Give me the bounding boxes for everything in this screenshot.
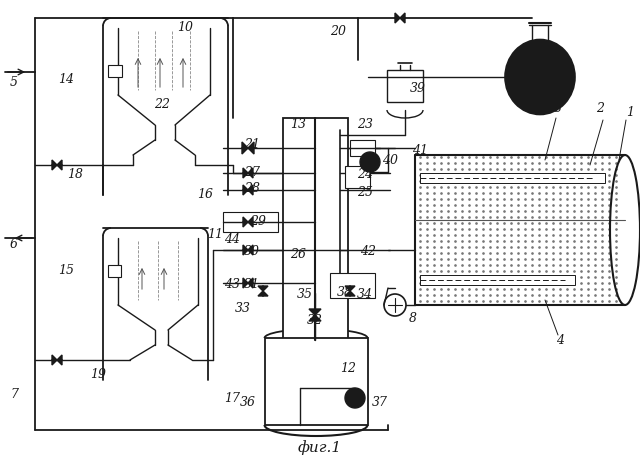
Text: 23: 23 — [357, 119, 373, 132]
Text: фиг.1: фиг.1 — [298, 440, 342, 455]
Text: 14: 14 — [58, 73, 74, 86]
Text: 7: 7 — [10, 388, 18, 401]
Polygon shape — [248, 142, 254, 154]
Bar — [108, 265, 121, 277]
Text: 41: 41 — [412, 144, 428, 157]
Text: 16: 16 — [197, 188, 213, 201]
Text: 35: 35 — [297, 288, 313, 301]
Text: 8: 8 — [409, 312, 417, 325]
Text: 25: 25 — [357, 186, 373, 199]
Ellipse shape — [345, 388, 365, 408]
Bar — [420, 275, 575, 285]
Ellipse shape — [360, 152, 380, 172]
Text: 19: 19 — [90, 368, 106, 381]
Polygon shape — [243, 245, 248, 255]
Polygon shape — [243, 217, 248, 227]
Text: 17: 17 — [224, 392, 240, 405]
Text: 12: 12 — [340, 361, 356, 374]
Bar — [345, 166, 370, 188]
Polygon shape — [248, 217, 253, 227]
Text: 10: 10 — [177, 21, 193, 34]
Text: 9: 9 — [536, 55, 544, 68]
Polygon shape — [258, 291, 268, 296]
Polygon shape — [345, 286, 355, 291]
Text: 24: 24 — [357, 168, 373, 181]
Polygon shape — [248, 245, 253, 255]
Bar — [283, 118, 348, 340]
Polygon shape — [242, 142, 248, 154]
Text: 39: 39 — [410, 81, 426, 94]
Text: 33: 33 — [235, 301, 251, 314]
Text: 2: 2 — [596, 101, 604, 114]
Polygon shape — [309, 315, 321, 321]
Text: 43: 43 — [224, 279, 240, 292]
Polygon shape — [248, 185, 253, 195]
Text: 34: 34 — [357, 288, 373, 301]
Text: 40: 40 — [382, 153, 398, 166]
Ellipse shape — [505, 40, 575, 114]
Bar — [415, 155, 625, 305]
Bar — [330, 273, 375, 298]
Text: 30: 30 — [244, 246, 260, 259]
Text: 18: 18 — [67, 168, 83, 181]
Text: 11: 11 — [207, 228, 223, 241]
Text: 44: 44 — [224, 233, 240, 246]
Text: 21: 21 — [244, 139, 260, 152]
Text: 1: 1 — [626, 106, 634, 119]
Text: 36: 36 — [240, 396, 256, 408]
Text: 38: 38 — [337, 286, 353, 299]
Bar — [265, 338, 368, 425]
Polygon shape — [57, 355, 62, 365]
Polygon shape — [243, 168, 248, 178]
Text: 6: 6 — [10, 239, 18, 252]
Polygon shape — [243, 278, 248, 288]
Polygon shape — [400, 13, 405, 23]
Text: 32: 32 — [307, 313, 323, 326]
Text: 3: 3 — [554, 101, 562, 114]
Polygon shape — [248, 168, 253, 178]
Text: 4: 4 — [556, 333, 564, 346]
Polygon shape — [52, 355, 57, 365]
Text: 22: 22 — [154, 99, 170, 112]
Text: 5: 5 — [10, 75, 18, 88]
Polygon shape — [258, 286, 268, 291]
Polygon shape — [57, 160, 62, 170]
Polygon shape — [248, 278, 253, 288]
Bar — [223, 212, 278, 232]
Text: 31: 31 — [244, 279, 260, 292]
Bar — [108, 65, 122, 77]
Text: 37: 37 — [372, 397, 388, 410]
Text: 29: 29 — [250, 215, 266, 228]
Text: 27: 27 — [244, 166, 260, 179]
Polygon shape — [52, 160, 57, 170]
Text: 28: 28 — [244, 181, 260, 194]
Bar — [387, 70, 423, 102]
Polygon shape — [395, 13, 400, 23]
Text: 26: 26 — [290, 248, 306, 261]
Text: 15: 15 — [58, 264, 74, 277]
Polygon shape — [243, 185, 248, 195]
Text: 20: 20 — [330, 26, 346, 39]
Polygon shape — [309, 309, 321, 315]
Polygon shape — [345, 291, 355, 296]
Bar — [420, 173, 605, 183]
Text: 42: 42 — [360, 246, 376, 259]
Text: 13: 13 — [290, 119, 306, 132]
Bar — [350, 140, 375, 156]
